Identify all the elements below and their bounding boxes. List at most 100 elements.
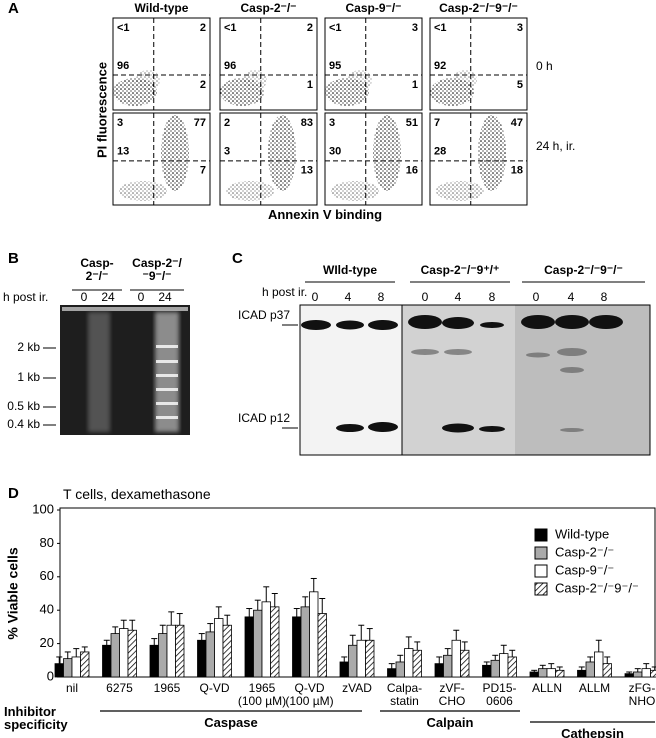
time-value: 8 [488,290,496,304]
bar [641,668,651,678]
bar [602,663,612,678]
x-tick-label: ALLM [578,681,611,695]
bar [158,633,168,678]
time-value: 8 [377,290,385,304]
quadrant-value: 30 [329,146,341,158]
quadrant-value: 83 [301,117,313,129]
y-tick-label: 40 [40,602,54,617]
specificity-group: Caspase [204,715,258,730]
y-tick-label: 0 [47,668,54,683]
x-tick-label: Calpa-statin [386,681,423,708]
x-tick-label: ALLN [531,681,563,695]
specificity-label: Inhibitor specificity [4,704,68,732]
bar [412,649,422,678]
panel-letter: B [8,250,19,267]
quadrant-value: <1 [434,22,447,34]
bar [594,651,604,678]
quadrant-value: 3 [224,146,230,158]
quadrant-value: 16 [406,165,418,177]
bar [110,633,120,678]
group-lines [100,710,655,723]
bar [54,663,64,678]
bar [261,601,271,678]
specificity-group: Cathepsin [561,726,624,738]
time-value: 0 [80,290,88,304]
bar [127,629,137,678]
chart-title: T cells, dexamethasone [63,486,211,502]
bar [482,664,492,678]
x-tick-label: 1965 [153,681,181,695]
row-label: 24 h, ir. [536,139,576,153]
quadrant-value: 3 [412,22,418,34]
dot-cloud [268,115,296,191]
column-title: Casp-2⁻/⁻ [240,1,297,15]
y-tick-label: 60 [40,568,54,583]
dot-cloud [161,115,189,191]
dot-cloud [331,115,401,201]
x-tick-label: nil [65,681,78,695]
x-tick-label: zVF-CHO [438,681,466,708]
bar [309,591,319,678]
bar [538,668,548,678]
bar [63,658,73,678]
panel-letter: C [232,250,243,267]
bar [395,661,405,678]
dot-cloud [226,115,296,201]
column-title: Wild-type [134,1,189,15]
specificity-group: Calpain [426,715,474,730]
dot-cloud [478,115,506,191]
dot-cloud [453,70,477,90]
quadrant-value: 28 [434,146,446,158]
bar [222,624,232,678]
bar [197,639,207,678]
bar [451,639,461,678]
y-tick-label: 100 [32,501,54,516]
dot-cloud [119,181,167,201]
time-value: 4 [454,290,462,304]
bar [546,668,556,678]
time-value: 0 [137,290,145,304]
quadrant-value: 47 [511,117,523,129]
quadrant-value: 2 [200,79,206,91]
legend-label: Casp-2⁻/⁻9⁻/⁻ [555,580,639,595]
bar [365,639,375,678]
time-value: 4 [344,290,352,304]
time-label: h post ir. [3,290,49,304]
time-value: 24 [158,290,172,304]
x-tick-label: PD15-0606 [482,681,517,708]
dot-cloud [331,181,379,201]
size-marker: 1 kb [17,370,40,384]
time-label: h post ir. [262,285,308,299]
bar [434,663,444,678]
bar [624,673,634,678]
column-title: Casp-2⁻/⁻9⁻/⁻ [439,1,518,15]
bar [270,606,280,678]
quadrant-value: <1 [224,22,237,34]
time-value: 4 [567,290,575,304]
quadrant-value: 1 [412,79,418,91]
quadrant-value: 2 [307,22,313,34]
legend-label: Casp-2⁻/⁻ [555,544,614,559]
bar [460,649,470,678]
quadrant-value: 2 [200,22,206,34]
column-title: Casp-9⁻/⁻ [345,1,402,15]
bar [555,669,565,678]
quadrant-value: <1 [329,22,342,34]
quadrant-value: 3 [329,117,335,129]
bar [71,656,81,678]
x-tick-label: Q-VD [199,681,230,695]
time-value: 0 [311,290,319,304]
dot-cloud [243,70,267,90]
bar [317,613,327,678]
dot-cloud [119,115,189,201]
y-tick-label: 80 [40,535,54,550]
bar [244,616,254,678]
bar [80,651,90,678]
band-label: ICAD p37 [238,308,291,322]
legend-swatch [534,564,548,578]
dot-cloud [373,115,401,191]
bar [507,656,517,678]
quadrant-value: 96 [117,60,129,72]
bar [404,648,414,678]
